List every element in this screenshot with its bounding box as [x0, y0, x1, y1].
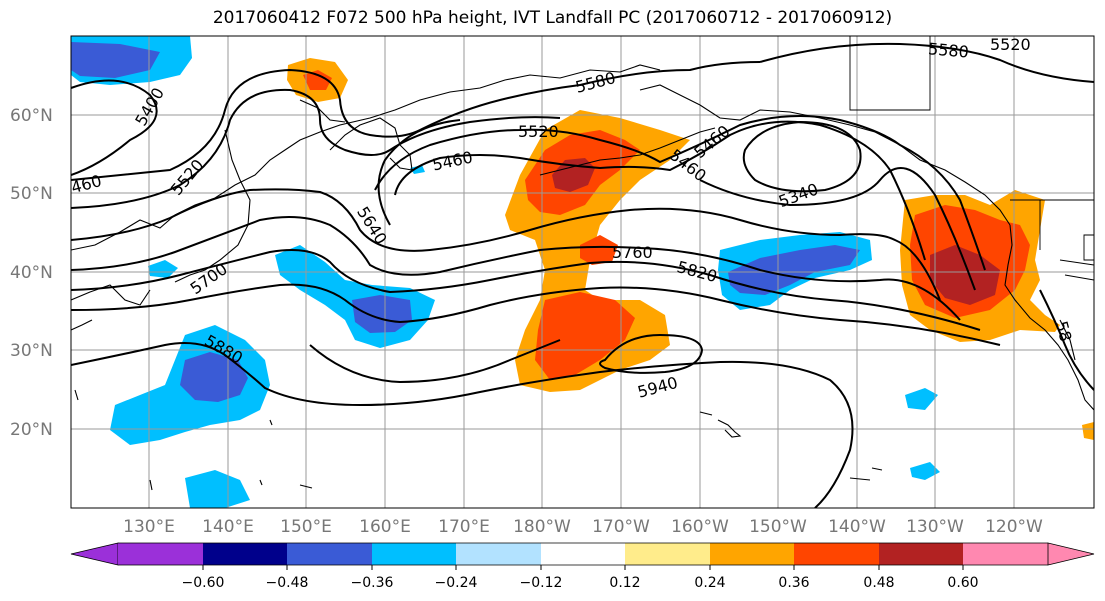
coast-aleutians: [539, 127, 716, 176]
lat-label: 30°N: [10, 341, 53, 361]
contour-label: 5580: [927, 39, 969, 61]
colorbar-min-arrow: [70, 542, 119, 566]
lat-label: 40°N: [10, 263, 53, 283]
colorbar-tick-label: 0.12: [609, 575, 640, 591]
shade-orange-edge: [1082, 422, 1094, 440]
contour-5520-ring: [374, 115, 986, 271]
coast-na-west: [1004, 224, 1094, 411]
colorbar-bin: [118, 543, 203, 565]
lat-label: 20°N: [10, 420, 53, 440]
lon-label: 150°E: [280, 517, 332, 537]
shade-blue-small2: [148, 260, 178, 278]
lon-label: 140°E: [202, 517, 254, 537]
colorbar-tick-label: 0.36: [778, 575, 809, 591]
shade-red-central-mid: [580, 235, 618, 265]
lon-label: 130°E: [123, 517, 175, 537]
coast-hawaii: [699, 411, 742, 438]
contour-5580-ring: [377, 119, 976, 291]
colorbar-bin: [625, 543, 710, 565]
lon-label: 150°W: [749, 517, 807, 537]
colorbar-tick-label: −0.48: [266, 575, 309, 591]
colorbar-ticks: [202, 565, 964, 570]
ivt-positive-shading: [287, 58, 1094, 440]
contour-label: 5760: [612, 243, 653, 262]
gridlines: [71, 36, 1094, 508]
contour-5880-inner: [309, 339, 561, 384]
coast-pacific-islands: [74, 389, 883, 491]
contour-5940: [599, 333, 704, 374]
colorbar-bin: [287, 543, 372, 565]
contour-label: 5520: [518, 122, 559, 141]
contour-5520-west: [71, 88, 561, 209]
shade-blue-hawaii-e: [905, 388, 938, 410]
shade-red-central-south: [535, 292, 635, 380]
lon-label: 170°E: [438, 517, 490, 537]
contour-58-east: [1039, 289, 1094, 391]
lon-label: 170°W: [592, 517, 650, 537]
borders: [849, 36, 1094, 281]
shade-blue-small1: [410, 165, 425, 174]
height-contours: [71, 42, 1094, 508]
coast-alaska: [639, 84, 1011, 226]
colorbar-outline: [118, 542, 1048, 566]
coastlines: [71, 64, 1094, 491]
colorbar-tick-label: −0.24: [435, 575, 478, 591]
lon-label: 120°W: [985, 517, 1043, 537]
colorbar-tick-label: 0.60: [947, 575, 978, 591]
map-title: 2017060412 F072 500 hPa height, IVT Land…: [212, 8, 893, 28]
colorbar-bin: [456, 543, 541, 565]
lon-label: 130°W: [906, 517, 964, 537]
shade-navy-dateline-east: [728, 245, 860, 295]
contour-5880: [71, 342, 854, 508]
contour-5460-ring: [394, 120, 926, 261]
lon-label: 140°W: [828, 517, 886, 537]
contour-5700: [71, 216, 961, 321]
colorbar-bin: [541, 543, 625, 565]
contour-5580-top: [759, 42, 1094, 83]
ivt-negative-shading: [71, 36, 940, 508]
lon-label: 160°E: [359, 517, 411, 537]
contour-5820: [71, 283, 1001, 346]
colorbar-tick-label: −0.36: [351, 575, 394, 591]
shade-navy-philippine: [180, 352, 248, 402]
shade-red-nw: [303, 70, 332, 90]
colorbar-bin: [879, 543, 963, 565]
contour-5340: [742, 120, 862, 193]
colorbar-tick-label: −0.12: [520, 575, 563, 591]
colorbar-bin: [794, 543, 879, 565]
lon-label: 180°W: [513, 517, 571, 537]
shade-navy-kuril: [352, 295, 412, 333]
colorbar-tick-label: 0.24: [694, 575, 725, 591]
colorbar-tick-label: −0.60: [182, 575, 225, 591]
map-frame: [70, 35, 1095, 509]
colorbar-bin: [963, 543, 1048, 565]
colorbar-bin: [710, 543, 794, 565]
contour-5460-west: [71, 61, 761, 181]
colorbar: −0.60 −0.48 −0.36 −0.24 −0.12 0.12 0.24 …: [70, 542, 1095, 591]
contour-5760: [71, 249, 981, 331]
contour-5640: [71, 188, 941, 301]
lat-label: 50°N: [10, 184, 53, 204]
lon-label: 160°W: [671, 517, 729, 537]
colorbar-bin: [203, 543, 287, 565]
lat-label: 60°N: [10, 106, 53, 126]
shade-blue-south-e: [910, 462, 940, 480]
colorbar-tick-label: 0.48: [863, 575, 894, 591]
lat-axis: 60°N 50°N 40°N 30°N 20°N: [10, 106, 53, 440]
contour-5400: [71, 79, 158, 176]
lon-axis: 130°E 140°E 150°E 160°E 170°E 180°W 170°…: [123, 517, 1043, 537]
coast-asia: [71, 64, 661, 331]
contour-label: 5520: [990, 35, 1031, 54]
shade-blue-sw-bottom: [185, 470, 250, 508]
contour-label: 58: [1052, 319, 1076, 344]
shade-navy-nw: [71, 42, 160, 78]
colorbar-bin: [372, 543, 456, 565]
colorbar-max-arrow: [1047, 542, 1095, 566]
